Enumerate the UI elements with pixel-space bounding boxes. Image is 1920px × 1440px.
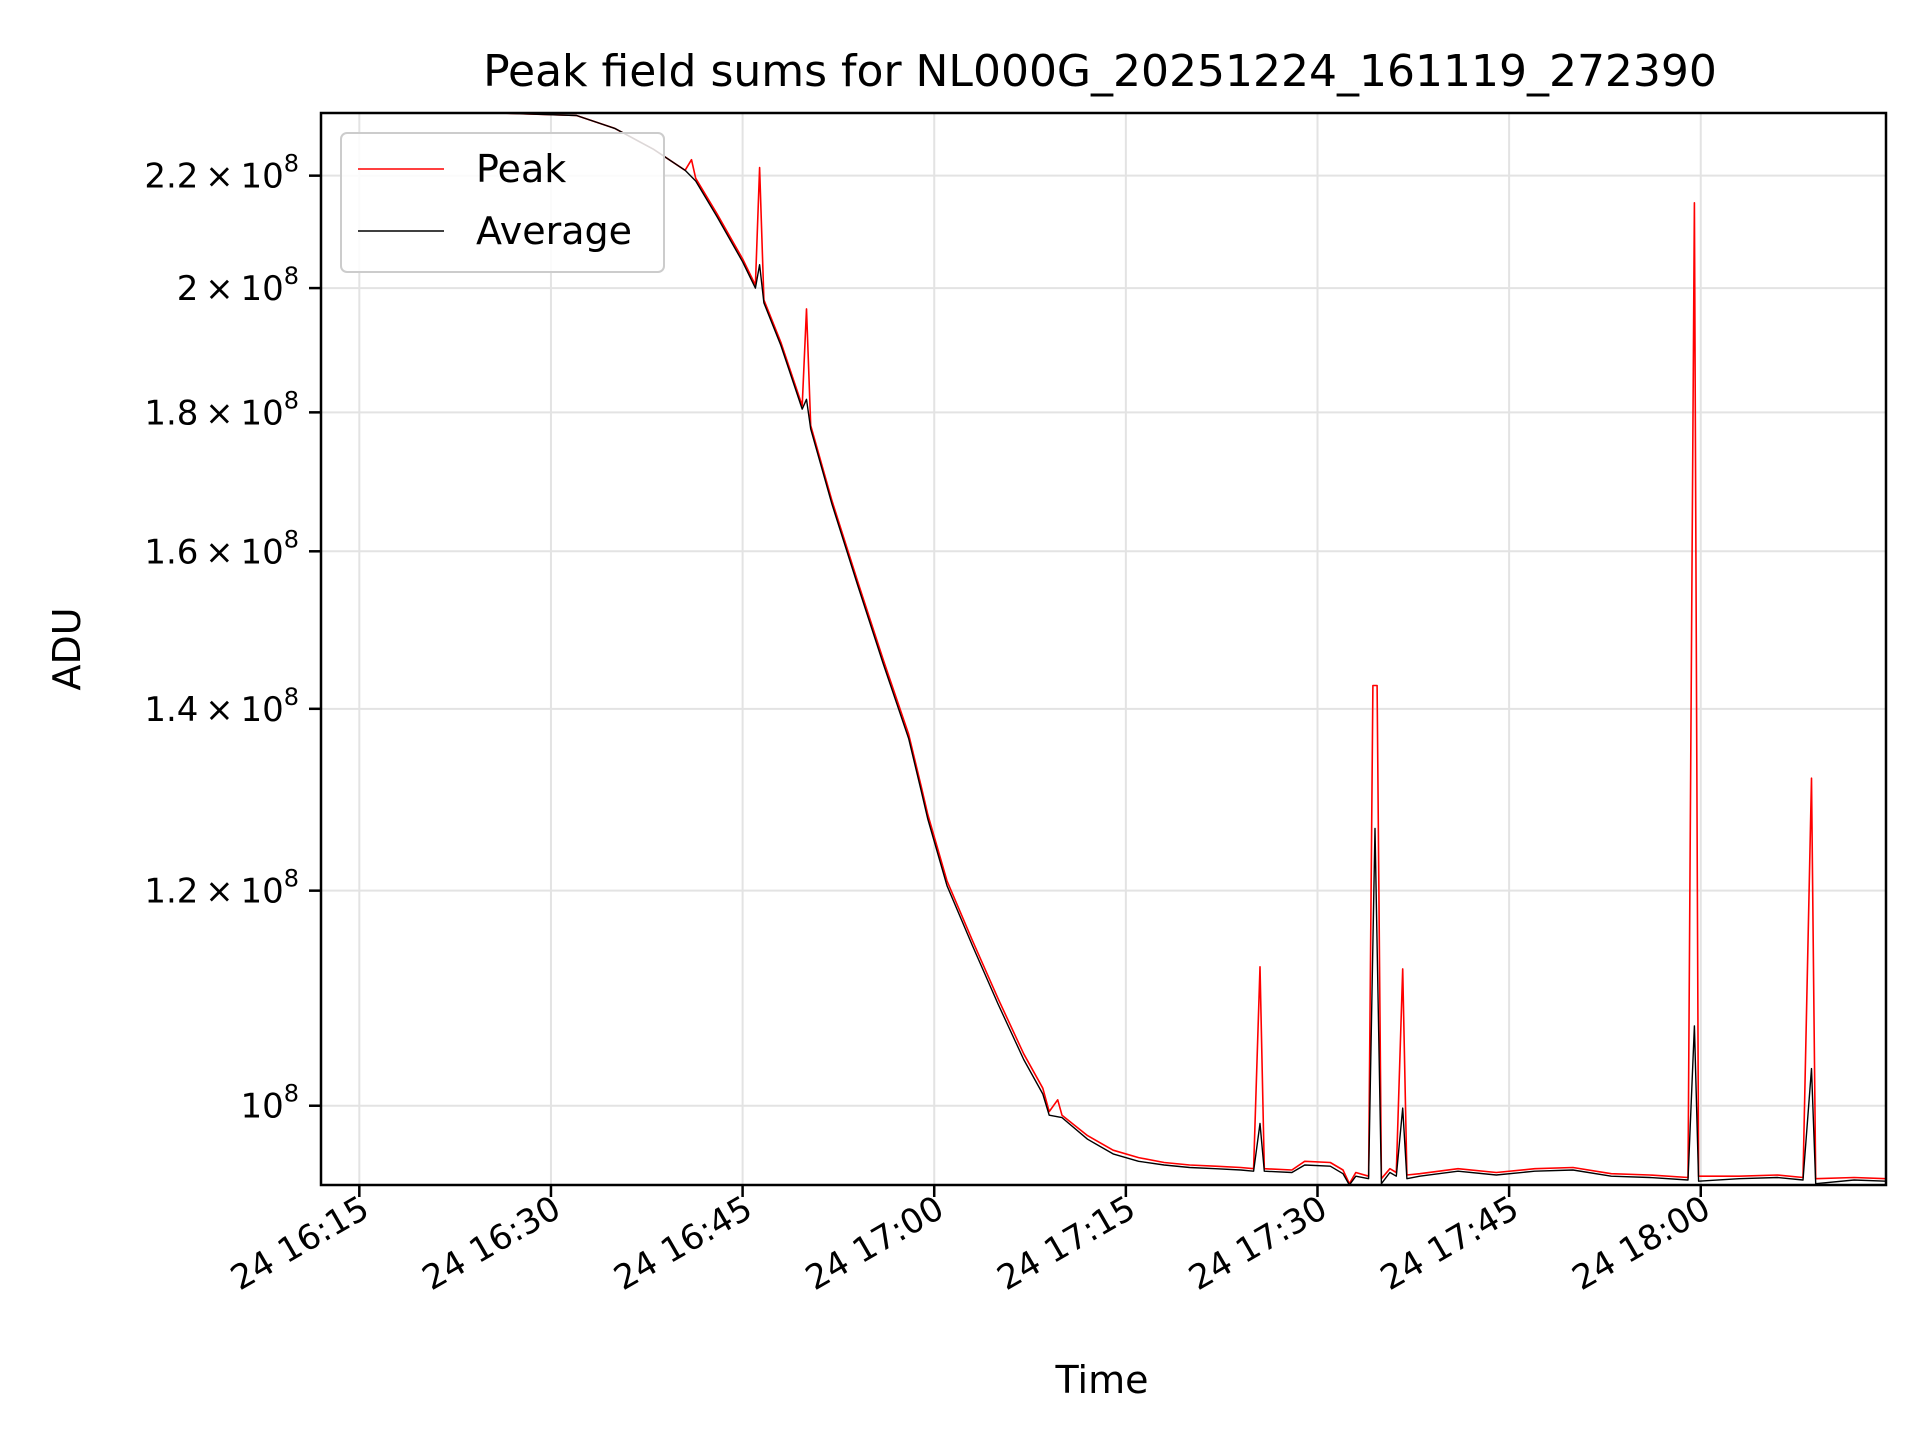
y-tick-label: 2 × 108	[177, 262, 299, 309]
series-line-peak	[499, 112, 1887, 1185]
y-tick-label: 108	[240, 1080, 299, 1127]
y-axis-label: ADU	[45, 607, 89, 690]
y-tick-label: 1.6 × 108	[144, 525, 299, 572]
y-tick-label: 1.2 × 108	[144, 865, 299, 912]
y-tick-label: 2.2 × 108	[144, 150, 299, 197]
y-tick-label: 1.4 × 108	[144, 683, 299, 730]
legend: Peak Average	[340, 132, 665, 273]
legend-label-average: Average	[476, 209, 632, 253]
legend-box	[340, 132, 665, 273]
plot-series	[499, 112, 1887, 1186]
series-line-average	[499, 112, 1887, 1186]
plot-frame	[319, 111, 1888, 1187]
x-axis-label: Time	[1055, 1358, 1149, 1402]
chart-title: Peak field sums for NL000G_20251224_1611…	[483, 46, 1717, 97]
legend-label-peak: Peak	[476, 147, 566, 191]
y-tick-label: 1.8 × 108	[144, 386, 299, 433]
grid	[321, 113, 1886, 1185]
